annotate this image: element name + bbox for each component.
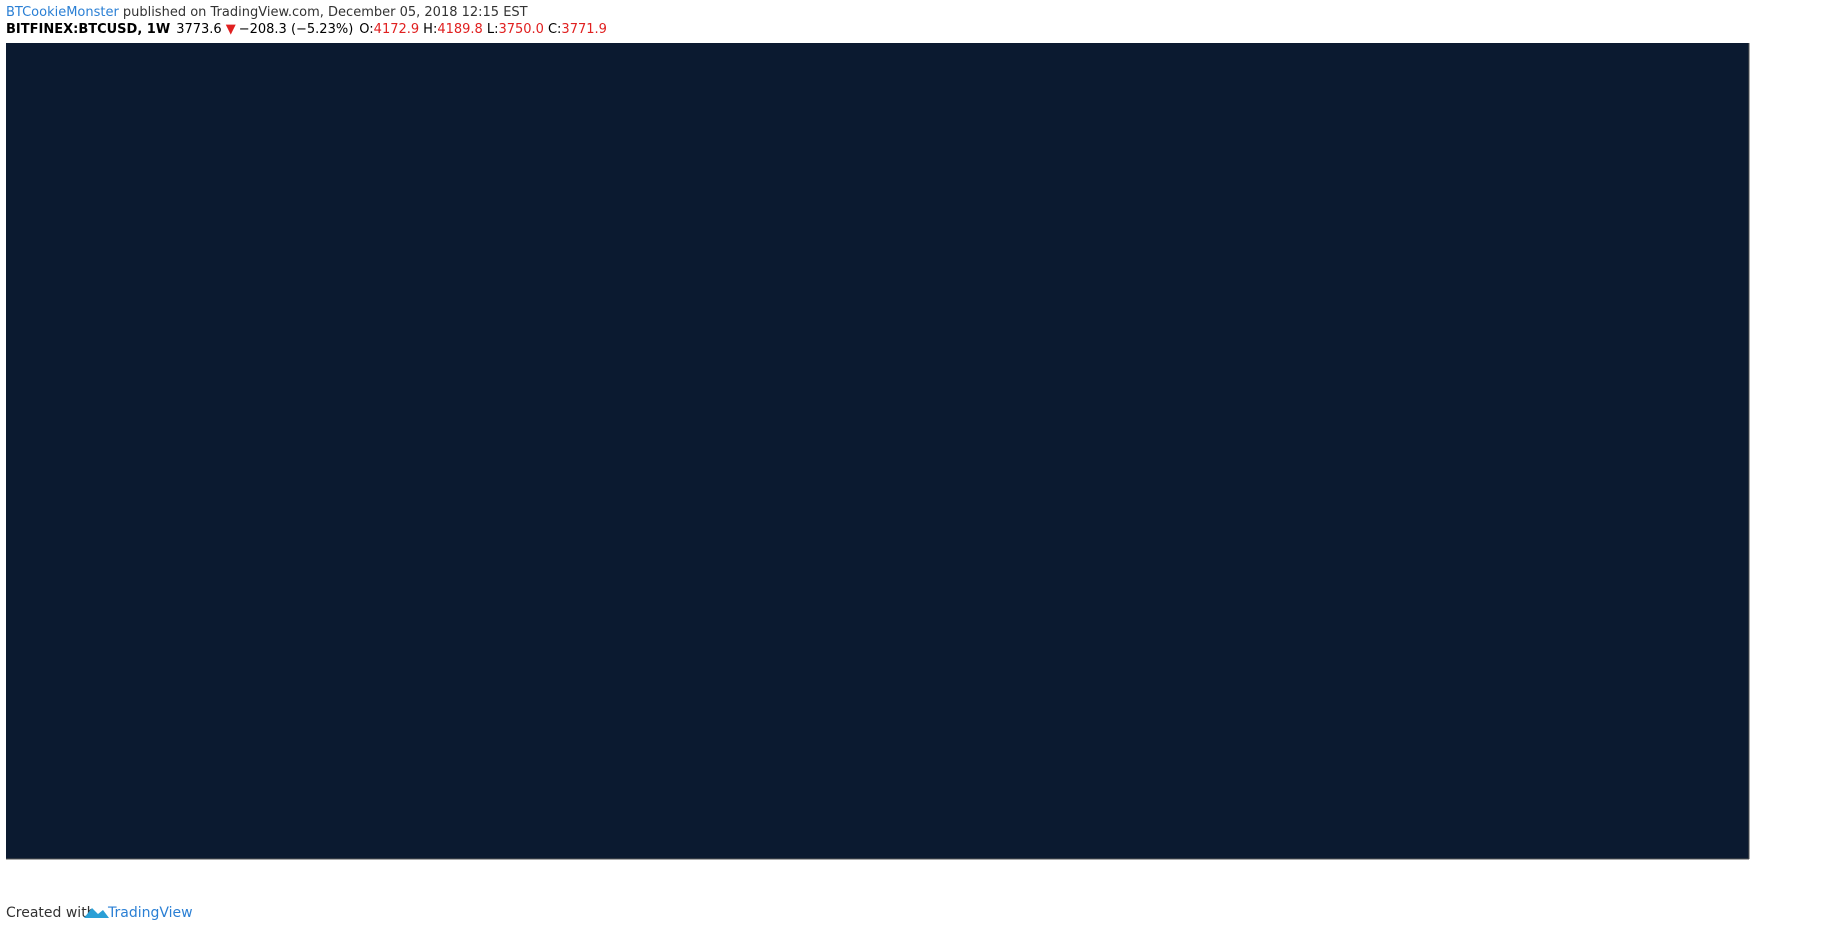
last-price: 3773.6 — [176, 22, 222, 37]
close: 3771.9 — [561, 22, 607, 37]
plot-background — [6, 43, 1749, 859]
price-axis — [1749, 43, 1828, 859]
author[interactable]: BTCookieMonster — [6, 5, 119, 20]
open: 4172.9 — [374, 22, 420, 37]
header-line-2: BITFINEX:BTCUSD, 1W 3773.6 ▼ −208.3 (−5.23%… — [6, 22, 607, 37]
open-label: O: — [359, 22, 373, 37]
footer-created: Created with — [6, 905, 96, 921]
published: published on TradingView.com, December 0… — [123, 5, 528, 20]
footer-brand[interactable]: TradingView — [107, 905, 193, 921]
high-label: H: — [423, 22, 437, 37]
close-label: C: — [548, 22, 561, 37]
low-label: L: — [487, 22, 499, 37]
change: −208.3 (−5.23%) — [239, 22, 354, 37]
tv-logo — [84, 908, 109, 918]
header-line-1: BTCookieMonster published on TradingView.… — [6, 5, 528, 20]
low: 3750.0 — [498, 22, 544, 37]
arrow: ▼ — [226, 22, 236, 37]
symbol: BITFINEX:BTCUSD, 1W — [6, 22, 170, 37]
high: 4189.8 — [437, 22, 483, 37]
